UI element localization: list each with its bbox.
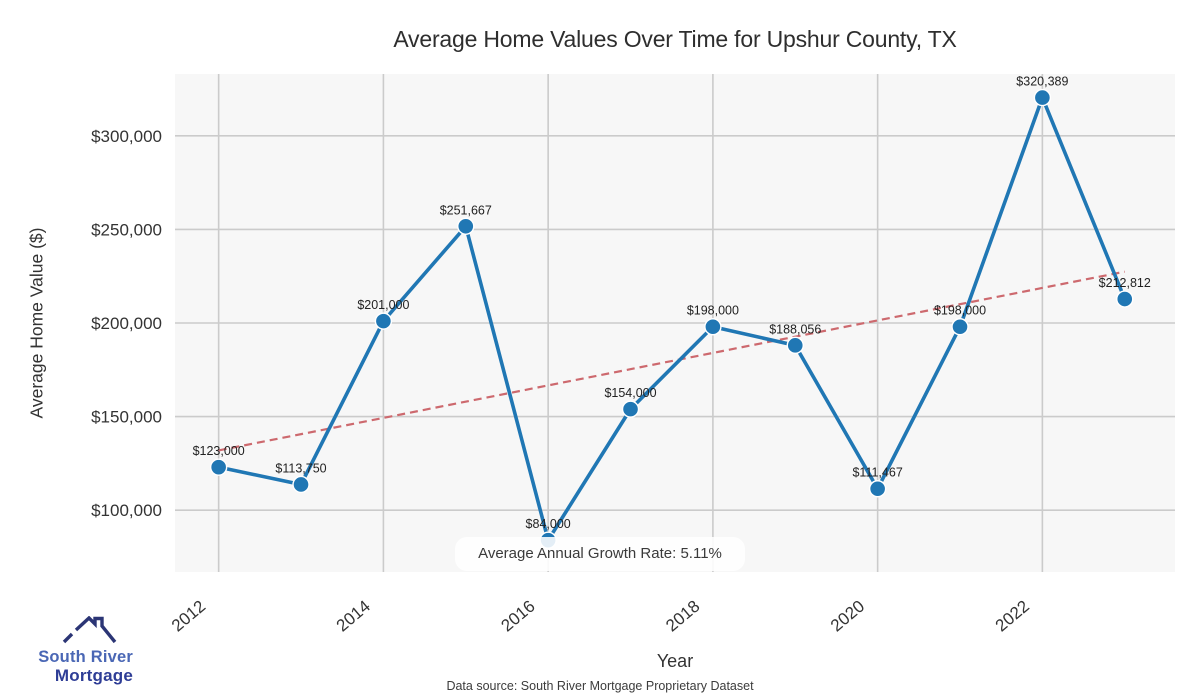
x-tick-label: 2016 [498, 597, 539, 636]
data-point [704, 318, 722, 336]
data-point-label: $123,000 [193, 444, 245, 458]
data-point [374, 312, 393, 330]
data-point-label: $111,467 [852, 466, 902, 480]
x-tick-label: 2012 [168, 597, 209, 636]
data-point-label: $251,667 [440, 203, 492, 217]
growth-rate-annotation: Average Annual Growth Rate: 5.11% [455, 537, 745, 571]
data-point [868, 480, 887, 498]
x-tick-label: 2018 [662, 597, 703, 636]
y-tick-label: $250,000 [91, 220, 162, 239]
x-tick-label: 2020 [827, 597, 868, 636]
data-point-label: $154,000 [604, 386, 656, 400]
data-point [209, 458, 228, 476]
data-point [457, 217, 475, 235]
data-point-label: $198,000 [687, 304, 739, 318]
data-point [292, 475, 310, 494]
series-line [216, 95, 1127, 542]
y-tick-label: $300,000 [91, 127, 162, 146]
data-point-label: $198,000 [934, 304, 986, 318]
data-point [951, 318, 969, 336]
data-point-label: $212,812 [1099, 276, 1151, 290]
data-point-label: $188,056 [769, 322, 821, 336]
data-point [1033, 88, 1052, 107]
data-point-label: $201,000 [357, 298, 409, 312]
south-river-mortgage-logo: South River Mortgage [20, 612, 140, 687]
house-roof-icon [62, 616, 117, 644]
x-axis-title: Year [656, 651, 694, 671]
data-point [786, 336, 804, 355]
logo-text-mortgage: Mortgage [54, 666, 133, 685]
x-tick-label: 2022 [992, 597, 1033, 636]
x-tick-label: 2014 [333, 597, 374, 636]
data-point-label: $84,000 [526, 517, 571, 531]
data-source-note: Data source: South River Mortgage Propri… [446, 679, 754, 693]
y-tick-label: $100,000 [91, 501, 162, 520]
y-tick-label: $150,000 [91, 408, 162, 427]
trend-line [218, 270, 1125, 452]
data-point-label: $320,389 [1016, 75, 1068, 89]
chart-title: Average Home Values Over Time for Upshur… [393, 26, 957, 52]
y-axis-title: Average Home Value ($) [26, 227, 47, 419]
logo-text-south-river: South River [38, 648, 133, 666]
data-point [621, 400, 640, 418]
data-point-label: $113,750 [275, 461, 326, 475]
data-point [1116, 290, 1134, 308]
y-tick-label: $200,000 [91, 314, 162, 333]
